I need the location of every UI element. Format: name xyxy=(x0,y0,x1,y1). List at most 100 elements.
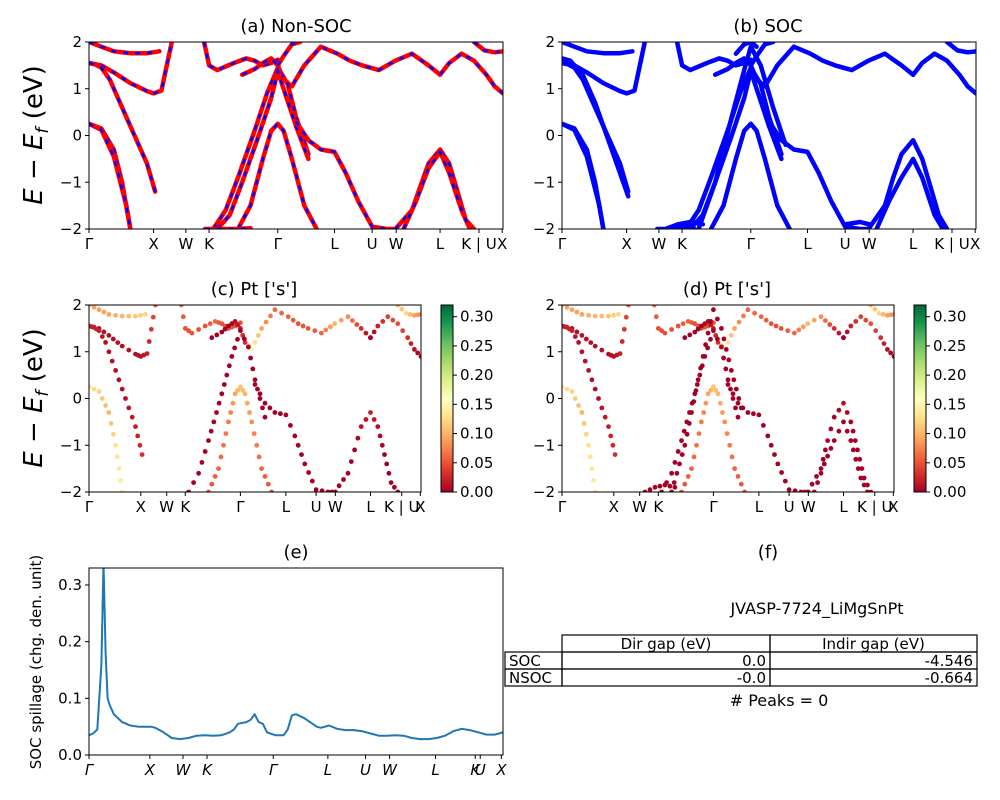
panel-c-colorbar: 0.00 0.05 0.10 0.15 0.20 0.25 0.30 xyxy=(440,304,493,501)
panel-c-point xyxy=(288,423,293,428)
panel-d-point xyxy=(792,330,797,336)
panel-d-point xyxy=(732,466,737,471)
panel-d-point xyxy=(685,474,691,479)
panel-d-point xyxy=(686,421,692,426)
panel-c-point xyxy=(238,384,243,390)
panel-d-point xyxy=(711,328,716,334)
panel-c-point xyxy=(363,330,369,336)
panel-d-colorbar-label: 0.00 xyxy=(933,483,966,501)
panel-d-point xyxy=(579,312,585,317)
panel-d-point xyxy=(616,312,621,317)
panel-c-point xyxy=(221,442,226,448)
panel-d-point xyxy=(735,474,741,479)
panel-d-xtick-label: X xyxy=(888,498,898,516)
panel-c-xtick-label: U xyxy=(311,498,322,516)
panel-d-point xyxy=(772,452,777,457)
panel-a-band-4 xyxy=(89,121,133,229)
panel-d-point xyxy=(705,391,711,397)
panel-d-point xyxy=(700,354,706,359)
panel-c-point xyxy=(418,354,421,359)
panel-d-point xyxy=(775,461,781,467)
panel-c-point xyxy=(252,340,258,345)
panel-d-point xyxy=(821,461,827,467)
panel-d-point xyxy=(719,326,724,331)
panel-d-point xyxy=(715,336,720,342)
panel-d-point xyxy=(891,354,894,359)
panel-c-point xyxy=(306,470,311,475)
panel-d-point xyxy=(765,433,771,439)
panel-c-point xyxy=(246,344,251,350)
panel-c-point xyxy=(272,410,278,415)
panel-d-point xyxy=(831,414,837,420)
panel-c-xtick-label: L xyxy=(366,498,375,516)
panel-c-point xyxy=(106,410,112,415)
panel-d-frame xyxy=(561,304,895,493)
panel-d-point xyxy=(872,306,878,312)
panel-d-point xyxy=(844,329,850,335)
panel-e-soc-spillage: (e) 0.00.10.20.3Γ X W K Γ L U W L KU X SOC spillag… xyxy=(27,542,507,779)
panel-c-point xyxy=(222,326,228,332)
panel-c-point xyxy=(403,311,409,316)
panel-d-point xyxy=(763,317,769,323)
panel-c-point xyxy=(290,317,296,323)
panel-d-point xyxy=(583,336,589,342)
panel-e-xtick-label: X xyxy=(144,761,156,779)
panel-d-point xyxy=(662,330,668,336)
panel-d-point xyxy=(736,396,742,401)
panel-c-point xyxy=(229,354,235,359)
panel-c-point xyxy=(119,313,125,319)
panel-d-point xyxy=(756,412,762,418)
panel-c-point xyxy=(345,314,351,320)
panel-d-point xyxy=(828,446,834,451)
panel-e-xtick-label: W xyxy=(382,761,398,779)
panel-a-xtick-label: L xyxy=(330,235,339,253)
panel-d-point xyxy=(825,453,830,459)
panel-d-point xyxy=(825,438,830,443)
panel-d-point xyxy=(768,442,774,448)
panel-a-xtick-label: Γ xyxy=(85,235,94,253)
panel-d-point xyxy=(667,483,673,489)
panel-b-ytick-label: 2 xyxy=(545,33,555,51)
panel-d-point xyxy=(564,386,570,392)
panel-c-point xyxy=(211,419,217,425)
panel-c-point xyxy=(345,470,351,476)
panel-d-point xyxy=(730,396,736,401)
panel-d-point xyxy=(588,340,594,345)
panel-c-point xyxy=(240,387,246,393)
panel-d-point xyxy=(782,478,788,484)
panel-d-point xyxy=(574,309,580,315)
panel-d-point xyxy=(725,382,731,387)
panel-d-point xyxy=(881,341,887,346)
panel-c-point xyxy=(358,424,364,429)
panel-b-xtick-label: W xyxy=(862,235,877,253)
table-row-label: NSOC xyxy=(509,669,552,687)
panel-b-band-0 xyxy=(562,42,635,56)
panel-d-point xyxy=(589,466,595,471)
panel-a-band-11 xyxy=(293,119,399,229)
panel-d-point xyxy=(732,326,737,331)
panel-c-point xyxy=(257,391,263,397)
panel-d-colorbar: 0.00 0.05 0.10 0.15 0.20 0.25 0.30 xyxy=(913,304,966,501)
panel-b-band-13 xyxy=(674,42,754,73)
panel-d-ytick-label: 1 xyxy=(545,343,555,361)
panel-c-point xyxy=(126,405,132,411)
panel-c-colorbar-label: 0.30 xyxy=(460,308,493,326)
panel-e-line xyxy=(89,568,503,741)
panel-c-point xyxy=(116,377,122,383)
panel-d-point xyxy=(708,319,714,324)
panel-c-point xyxy=(408,341,414,346)
panel-b-ytick-label: 0 xyxy=(545,127,555,145)
panel-b-ytick-label: 1 xyxy=(545,80,555,98)
panel-c-point xyxy=(226,363,232,369)
panel-c-point xyxy=(295,442,301,448)
panel-c-point xyxy=(244,400,250,406)
panel-b-xtick-label: X xyxy=(621,235,631,253)
panel-d-point xyxy=(818,470,824,476)
panel-c-point xyxy=(319,488,325,492)
panel-e-ytick-label: 0.1 xyxy=(58,689,82,707)
panel-e-xtick-label: L xyxy=(431,761,439,779)
panel-d-point xyxy=(711,384,716,390)
panel-d-point xyxy=(675,323,681,329)
panel-b-band-15 xyxy=(733,42,759,56)
